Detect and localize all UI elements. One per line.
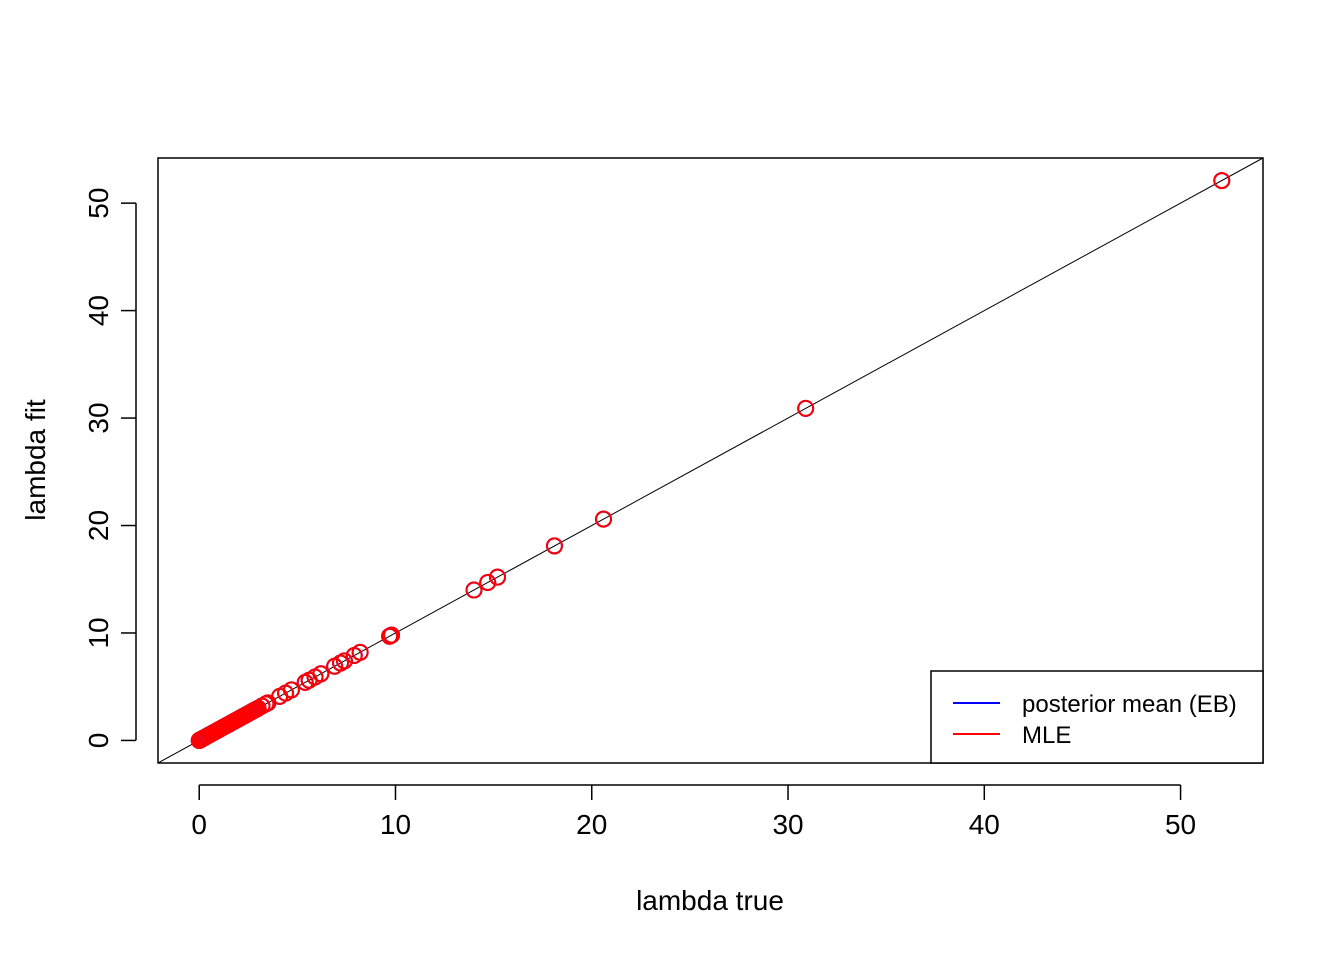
data-point-mle xyxy=(1213,172,1231,190)
data-point-mle xyxy=(479,573,497,591)
data-point-mle xyxy=(312,665,330,683)
y-tick-label: 30 xyxy=(83,402,114,433)
x-tick-label: 20 xyxy=(576,809,607,840)
x-tick-label: 0 xyxy=(191,809,207,840)
plot-frame xyxy=(157,157,1264,764)
legend-label-mle: MLE xyxy=(1022,722,1071,749)
reference-line-y-equals-x xyxy=(157,157,1264,764)
data-point-mle xyxy=(489,568,507,586)
x-tick-label: 50 xyxy=(1165,809,1196,840)
legend-box xyxy=(930,670,1264,764)
data-point-mle xyxy=(545,537,563,555)
reference-layer xyxy=(157,157,1264,764)
points-layer xyxy=(190,172,1231,749)
y-tick-label: 50 xyxy=(83,188,114,219)
y-axis-label: lambda fit xyxy=(20,399,51,521)
legend: posterior mean (EB) MLE xyxy=(930,670,1264,764)
data-point-mle xyxy=(335,652,353,670)
data-point-mle xyxy=(351,643,369,661)
x-tick-label: 10 xyxy=(380,809,411,840)
y-tick-label: 20 xyxy=(83,510,114,541)
data-point-mle xyxy=(465,581,483,599)
legend-label-posterior-mean: posterior mean (EB) xyxy=(1022,691,1237,718)
data-point-mle xyxy=(797,399,815,417)
x-tick-label: 40 xyxy=(969,809,1000,840)
data-point-mle xyxy=(383,626,401,644)
y-tick-label: 40 xyxy=(83,295,114,326)
data-point-mle xyxy=(282,681,300,699)
y-tick-label: 0 xyxy=(83,733,114,749)
y-tick-label: 10 xyxy=(83,617,114,648)
x-axis: 0 10 20 30 40 50 xyxy=(191,784,1196,840)
x-tick-label: 30 xyxy=(772,809,803,840)
y-axis: 0 10 20 30 40 50 xyxy=(83,188,137,749)
x-axis-label: lambda true xyxy=(636,885,784,916)
data-point-mle xyxy=(595,510,613,528)
